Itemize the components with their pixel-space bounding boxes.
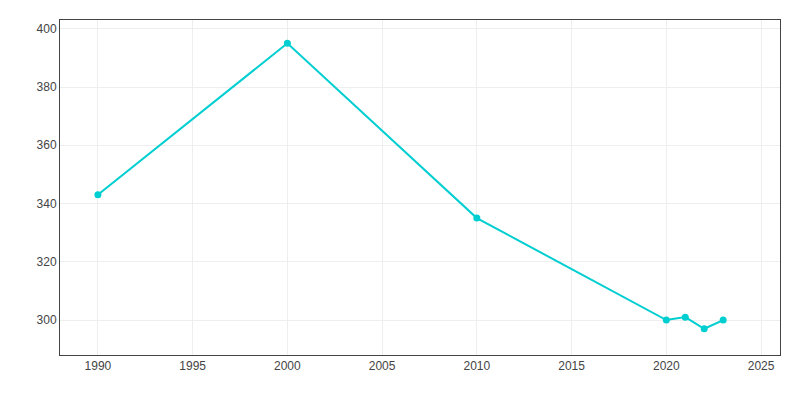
svg-text:400: 400: [37, 22, 57, 36]
svg-text:2005: 2005: [369, 359, 396, 373]
svg-text:300: 300: [37, 313, 57, 327]
svg-text:2000: 2000: [274, 359, 301, 373]
svg-text:1995: 1995: [179, 359, 206, 373]
svg-text:340: 340: [37, 197, 57, 211]
svg-text:380: 380: [37, 80, 57, 94]
svg-text:2025: 2025: [748, 359, 775, 373]
svg-text:320: 320: [37, 255, 57, 269]
svg-text:360: 360: [37, 138, 57, 152]
svg-text:1990: 1990: [85, 359, 112, 373]
svg-text:2010: 2010: [463, 359, 490, 373]
svg-text:2020: 2020: [653, 359, 680, 373]
svg-text:2015: 2015: [558, 359, 585, 373]
